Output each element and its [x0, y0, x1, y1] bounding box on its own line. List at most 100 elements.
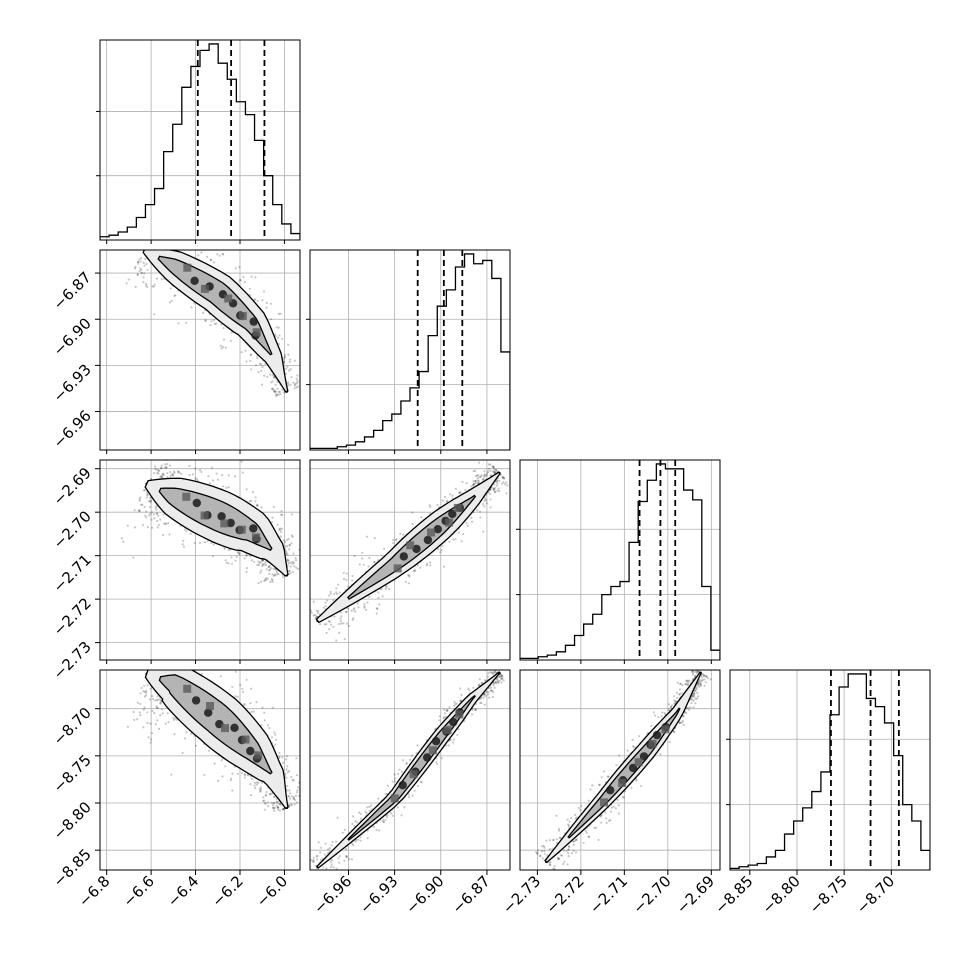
scatter-point	[261, 706, 264, 709]
scatter-point	[158, 727, 161, 731]
scatter-point	[312, 600, 315, 603]
scatter-point	[270, 801, 273, 804]
scatter-point	[486, 471, 489, 474]
scatter-point	[159, 698, 162, 701]
scatter-point	[284, 355, 287, 358]
scatter-point	[277, 808, 280, 811]
density-cell	[241, 735, 250, 744]
scatter-point	[465, 482, 468, 485]
scatter-point	[492, 465, 495, 468]
contour-outer	[142, 250, 289, 393]
scatter-point	[679, 682, 682, 685]
scatter-point	[268, 792, 271, 796]
scatter-point	[174, 294, 177, 297]
density-cell	[393, 564, 402, 573]
scatter-point	[275, 326, 278, 329]
scatter-point	[333, 592, 336, 596]
scatter-point	[178, 454, 180, 456]
density-peak	[246, 746, 255, 756]
scatter-point	[506, 484, 509, 487]
scatter-point	[408, 758, 412, 761]
scatter-point	[361, 551, 364, 554]
scatter-point	[260, 781, 263, 784]
scatter-point	[312, 614, 315, 617]
scatter-point	[375, 828, 378, 832]
scatter-point	[149, 496, 152, 499]
density-peak	[449, 717, 458, 727]
scatter-point	[161, 639, 163, 641]
scatter-point	[272, 795, 275, 799]
scatter-point	[281, 756, 284, 759]
scatter-point	[685, 711, 688, 715]
scatter-point	[231, 685, 234, 689]
scatter-point	[435, 761, 438, 764]
scatter-point	[493, 471, 496, 474]
scatter-point	[145, 496, 148, 499]
scatter-point	[149, 687, 152, 690]
scatter-point	[291, 778, 294, 782]
scatter-point	[301, 550, 303, 552]
scatter-point	[399, 532, 402, 535]
scatter-point	[151, 526, 154, 529]
scatter-point	[139, 702, 142, 705]
scatter-point	[149, 505, 152, 509]
scatter-point	[176, 470, 180, 473]
hist-panel-2	[520, 460, 720, 660]
scatter-point	[359, 839, 362, 842]
scatter-point	[447, 744, 450, 747]
scatter-point	[126, 524, 129, 527]
scatter-point	[478, 683, 481, 687]
scatter-point	[287, 559, 290, 562]
scatter-point	[472, 470, 475, 473]
scatter-point	[365, 535, 369, 538]
pair-panel-3-1	[310, 670, 510, 877]
scatter-point	[501, 675, 504, 678]
scatter-point	[264, 563, 268, 567]
contour-inner	[157, 255, 273, 356]
scatter-point	[441, 499, 444, 502]
scatter-point	[462, 532, 465, 536]
scatter-point	[268, 564, 271, 567]
scatter-point	[474, 480, 477, 483]
scatter-point	[384, 587, 387, 591]
scatter-point	[156, 245, 158, 247]
scatter-point	[288, 543, 291, 547]
scatter-point	[443, 708, 446, 711]
scatter-point	[161, 246, 163, 248]
density-cell	[445, 518, 454, 527]
scatter-point	[152, 513, 155, 516]
scatter-point	[437, 547, 440, 551]
scatter-point	[220, 347, 223, 350]
scatter-point	[279, 535, 282, 538]
scatter-point	[164, 522, 167, 525]
pair-panel-3-0	[100, 639, 300, 870]
scatter-point	[145, 510, 148, 513]
scatter-point	[146, 285, 149, 289]
scatter-point	[279, 803, 282, 806]
scatter-point	[221, 253, 224, 256]
scatter-point	[257, 781, 260, 785]
scatter-point	[497, 487, 500, 490]
scatter-point	[495, 682, 498, 685]
scatter-point	[490, 474, 493, 477]
scatter-point	[477, 479, 480, 482]
scatter-point	[234, 559, 237, 562]
scatter-point	[290, 542, 293, 545]
scatter-point	[271, 373, 274, 377]
scatter-point	[269, 567, 272, 570]
scatter-point	[324, 875, 326, 877]
scatter-point	[274, 806, 277, 809]
scatter-point	[274, 574, 277, 577]
scatter-point	[139, 714, 142, 717]
scatter-point	[494, 671, 497, 674]
scatter-point	[204, 319, 207, 322]
scatter-point	[260, 369, 263, 372]
scatter-point	[346, 607, 349, 610]
scatter-point	[305, 538, 307, 540]
scatter-point	[143, 684, 146, 687]
scatter-point	[324, 605, 327, 608]
scatter-point	[238, 552, 241, 556]
scatter-point	[493, 490, 497, 493]
scatter-point	[496, 489, 499, 492]
density-peak	[226, 518, 235, 528]
